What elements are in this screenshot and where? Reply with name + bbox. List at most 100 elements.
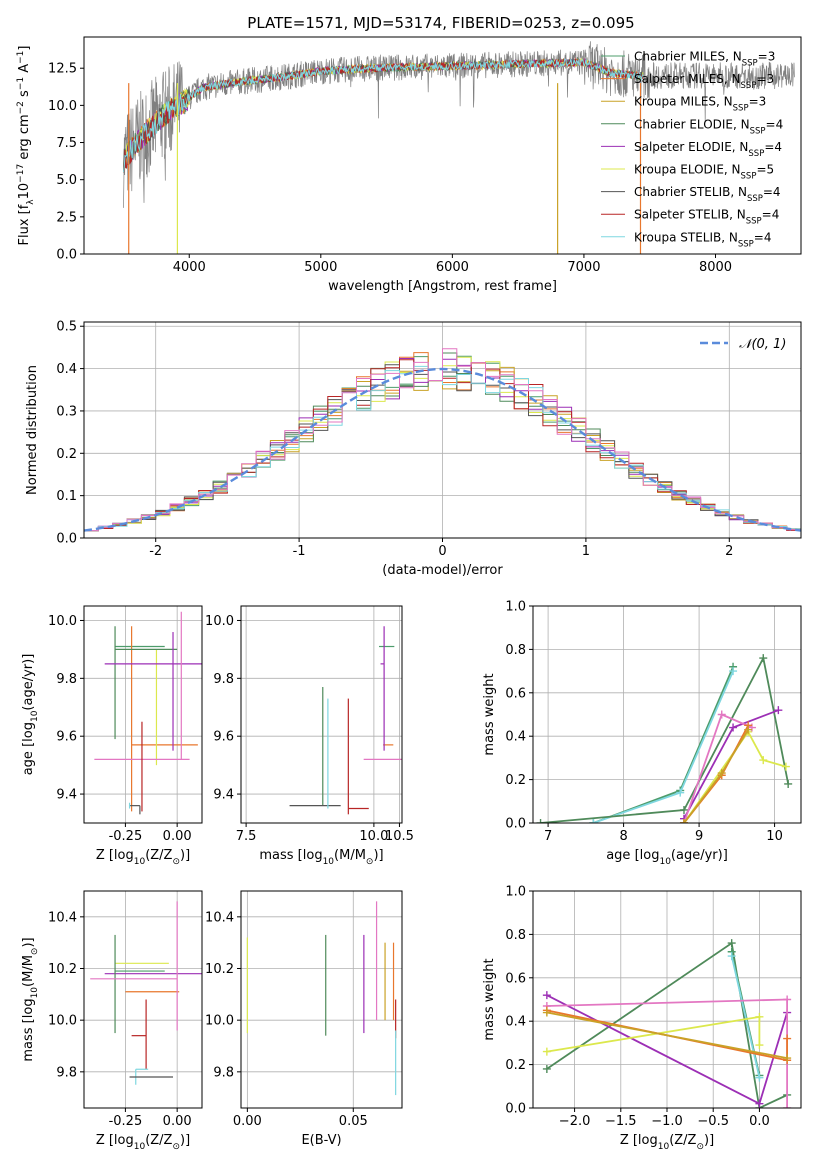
y-tick-label: 1.0 xyxy=(505,885,526,900)
y-tick-label: 10.2 xyxy=(205,962,234,977)
x-tick-label: 8000 xyxy=(699,260,732,275)
plot-area xyxy=(246,901,397,1096)
y-tick-label: 10.0 xyxy=(205,614,234,629)
y-tick-label: 10.2 xyxy=(48,962,77,977)
axes-frame xyxy=(240,890,403,1109)
x-axis-label: Z [log10(Z/Z⊙)] xyxy=(620,1133,714,1152)
weight-marker xyxy=(783,1034,792,1043)
axes-frame xyxy=(532,605,802,824)
panel-massweight_vs_age: 7 8 9 10 0.0 0.2 0.4 0.6 0.8 1.0 age [log10(age/yr… xyxy=(482,600,802,867)
y-tick-label: 0.8 xyxy=(505,643,526,658)
x-tick-label: 0.05 xyxy=(339,1114,368,1129)
axes-frame xyxy=(83,36,802,255)
histogram-step xyxy=(84,365,801,532)
model-spectrum xyxy=(123,57,644,173)
x-tick-label: -0.25 xyxy=(109,829,143,844)
x-tick-label: -2 xyxy=(149,544,162,559)
x-tick-label: −1.5 xyxy=(605,1114,637,1129)
model-spectrum xyxy=(123,57,644,173)
y-axis-label: mass weight xyxy=(482,958,497,1040)
model-spectrum xyxy=(123,57,644,173)
x-tick-label: 8 xyxy=(619,829,627,844)
y-axis-label: Flux [fλ10−17 erg cm−2 s−1 A−1] xyxy=(16,46,36,246)
axes-frame xyxy=(83,605,203,824)
x-tick-label: −0.5 xyxy=(697,1114,729,1129)
model-spectrum xyxy=(123,57,644,173)
x-tick-label: 2 xyxy=(725,544,733,559)
y-tick-label: 0.1 xyxy=(56,489,77,504)
axes-frame xyxy=(240,605,403,824)
legend-label: Salpeter MILES, NSSP=3 xyxy=(634,72,774,91)
plot-area xyxy=(123,41,795,254)
plot-area xyxy=(536,654,793,823)
weight-marker xyxy=(542,1047,551,1056)
plot-area xyxy=(90,901,202,1085)
legend-label: Chabrier ELODIE, NSSP=4 xyxy=(634,117,783,136)
legend-label: Kroupa STELIB, NSSP=4 xyxy=(634,230,772,249)
legend-label: Salpeter STELIB, NSSP=4 xyxy=(634,208,779,227)
weight-marker xyxy=(727,952,736,961)
y-tick-label: 0.2 xyxy=(505,773,526,788)
model-spectrum xyxy=(123,58,643,173)
y-axis-label: mass weight xyxy=(482,673,497,755)
figure-title: PLATE=1571, MJD=53174, FIBERID=0253, z=0… xyxy=(247,14,634,32)
weight-marker xyxy=(679,819,688,823)
y-tick-label: 0.6 xyxy=(505,971,526,986)
x-tick-label: 10.5 xyxy=(385,829,414,844)
axes-frame xyxy=(83,890,203,1109)
y-tick-label: 9.6 xyxy=(213,730,234,745)
y-tick-label: 9.4 xyxy=(213,788,234,803)
y-tick-label: 12.5 xyxy=(48,62,77,77)
y-tick-label: 9.8 xyxy=(56,672,77,687)
weight-marker xyxy=(755,1099,764,1108)
axes-frame xyxy=(532,890,802,1109)
legend-label: Chabrier MILES, NSSP=3 xyxy=(634,50,775,69)
model-spectrum xyxy=(123,58,644,173)
y-tick-label: 9.8 xyxy=(213,672,234,687)
x-tick-label: −1.0 xyxy=(651,1114,683,1129)
y-tick-label: 10.0 xyxy=(205,1014,234,1029)
weight-marker xyxy=(783,1104,792,1108)
axes-frame xyxy=(83,321,802,539)
weight-marker xyxy=(727,939,736,948)
x-axis-label: Z [log10(Z/Z⊙)] xyxy=(96,848,190,867)
weight-line xyxy=(593,670,734,823)
y-tick-label: 0.0 xyxy=(505,817,526,832)
y-tick-label: 0.0 xyxy=(56,248,77,263)
plot-area xyxy=(94,611,202,815)
y-tick-label: 1.0 xyxy=(505,600,526,615)
residual-legend: 𝒩(0, 1) xyxy=(700,337,786,352)
legend-label: Chabrier STELIB, NSSP=4 xyxy=(634,185,781,204)
panel-massweight_vs_Z: −2.0 −1.5 −1.0 −0.5 0.0 0.0 0.2 0.4 0.6 0.8 1.0 Z [… xyxy=(482,885,802,1152)
y-tick-label: 0.2 xyxy=(56,447,77,462)
weight-marker xyxy=(755,1073,764,1082)
x-tick-label: -0.25 xyxy=(109,1114,143,1129)
x-tick-label: 6000 xyxy=(436,260,469,275)
weight-line xyxy=(683,713,753,823)
y-axis-label: age [log10(age/yr)] xyxy=(21,654,40,776)
x-axis-label: wavelength [Angstrom, rest frame] xyxy=(328,279,557,294)
weight-marker xyxy=(589,819,598,823)
weight-marker xyxy=(755,1041,764,1050)
weight-line xyxy=(546,1011,788,1059)
y-tick-label: 9.8 xyxy=(213,1065,234,1080)
panel-age_vs_Z: -0.25 0.00 9.4 9.6 9.8 10.0 Z [log10(Z/Z⊙)] age… xyxy=(21,605,203,867)
weight-marker xyxy=(783,995,792,1004)
x-tick-label: 7.5 xyxy=(236,829,257,844)
y-tick-label: 9.8 xyxy=(56,1065,77,1080)
x-tick-label: 0.0 xyxy=(749,1114,770,1129)
y-tick-label: 5.0 xyxy=(56,173,77,188)
x-tick-label: 0.00 xyxy=(163,1114,192,1129)
weight-marker xyxy=(717,710,726,719)
y-tick-label: 10.0 xyxy=(48,1014,77,1029)
weight-marker xyxy=(729,723,738,732)
legend-label: 𝒩(0, 1) xyxy=(739,337,786,352)
weight-marker xyxy=(783,1054,792,1063)
plot-area xyxy=(84,348,801,532)
weight-marker xyxy=(744,725,753,734)
weight-line xyxy=(540,655,790,823)
y-tick-label: 10.4 xyxy=(48,910,77,925)
x-tick-label: 5000 xyxy=(304,260,337,275)
model-spectrum xyxy=(123,57,644,173)
